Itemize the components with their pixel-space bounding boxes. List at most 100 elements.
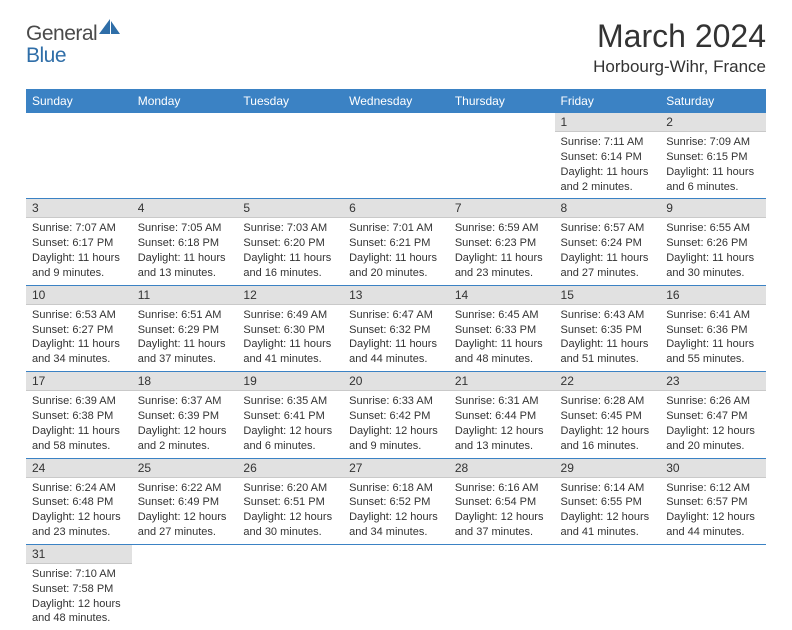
day-data: Sunrise: 6:35 AMSunset: 6:41 PMDaylight:… — [237, 391, 343, 457]
day-number: 19 — [237, 372, 343, 391]
calendar-cell: 23Sunrise: 6:26 AMSunset: 6:47 PMDayligh… — [660, 372, 766, 458]
day-number: 15 — [555, 286, 661, 305]
day-number: 14 — [449, 286, 555, 305]
calendar-cell: 22Sunrise: 6:28 AMSunset: 6:45 PMDayligh… — [555, 372, 661, 458]
day-header: Friday — [555, 89, 661, 113]
calendar-cell: 31Sunrise: 7:10 AMSunset: 7:58 PMDayligh… — [26, 544, 132, 630]
logo-text-blue: Blue — [26, 44, 66, 67]
calendar-cell — [26, 113, 132, 199]
day-header-row: SundayMondayTuesdayWednesdayThursdayFrid… — [26, 89, 766, 113]
day-number: 9 — [660, 199, 766, 218]
calendar-cell — [237, 113, 343, 199]
calendar-cell: 12Sunrise: 6:49 AMSunset: 6:30 PMDayligh… — [237, 285, 343, 371]
day-data: Sunrise: 7:11 AMSunset: 6:14 PMDaylight:… — [555, 132, 661, 198]
day-data: Sunrise: 6:53 AMSunset: 6:27 PMDaylight:… — [26, 305, 132, 371]
day-data: Sunrise: 6:55 AMSunset: 6:26 PMDaylight:… — [660, 218, 766, 284]
calendar-cell — [343, 113, 449, 199]
location: Horbourg-Wihr, France — [593, 57, 766, 77]
day-data: Sunrise: 7:01 AMSunset: 6:21 PMDaylight:… — [343, 218, 449, 284]
day-data: Sunrise: 7:05 AMSunset: 6:18 PMDaylight:… — [132, 218, 238, 284]
day-number: 23 — [660, 372, 766, 391]
calendar-cell — [555, 544, 661, 630]
day-data: Sunrise: 6:37 AMSunset: 6:39 PMDaylight:… — [132, 391, 238, 457]
calendar-cell: 2Sunrise: 7:09 AMSunset: 6:15 PMDaylight… — [660, 113, 766, 199]
day-number: 6 — [343, 199, 449, 218]
day-data: Sunrise: 6:24 AMSunset: 6:48 PMDaylight:… — [26, 478, 132, 544]
logo: General — [26, 22, 121, 46]
day-data: Sunrise: 6:57 AMSunset: 6:24 PMDaylight:… — [555, 218, 661, 284]
day-header: Tuesday — [237, 89, 343, 113]
calendar-cell: 7Sunrise: 6:59 AMSunset: 6:23 PMDaylight… — [449, 199, 555, 285]
calendar-cell — [237, 544, 343, 630]
calendar-cell — [343, 544, 449, 630]
day-data: Sunrise: 7:10 AMSunset: 7:58 PMDaylight:… — [26, 564, 132, 630]
day-number: 21 — [449, 372, 555, 391]
day-data: Sunrise: 6:26 AMSunset: 6:47 PMDaylight:… — [660, 391, 766, 457]
day-number: 25 — [132, 459, 238, 478]
day-number: 31 — [26, 545, 132, 564]
calendar-cell: 8Sunrise: 6:57 AMSunset: 6:24 PMDaylight… — [555, 199, 661, 285]
day-data: Sunrise: 7:03 AMSunset: 6:20 PMDaylight:… — [237, 218, 343, 284]
calendar-cell — [449, 113, 555, 199]
day-number: 3 — [26, 199, 132, 218]
calendar-row: 24Sunrise: 6:24 AMSunset: 6:48 PMDayligh… — [26, 458, 766, 544]
day-data: Sunrise: 6:20 AMSunset: 6:51 PMDaylight:… — [237, 478, 343, 544]
calendar-cell: 28Sunrise: 6:16 AMSunset: 6:54 PMDayligh… — [449, 458, 555, 544]
day-data: Sunrise: 6:33 AMSunset: 6:42 PMDaylight:… — [343, 391, 449, 457]
day-number: 4 — [132, 199, 238, 218]
calendar-cell: 14Sunrise: 6:45 AMSunset: 6:33 PMDayligh… — [449, 285, 555, 371]
calendar-cell: 19Sunrise: 6:35 AMSunset: 6:41 PMDayligh… — [237, 372, 343, 458]
day-number: 27 — [343, 459, 449, 478]
day-number: 30 — [660, 459, 766, 478]
day-number: 16 — [660, 286, 766, 305]
day-number: 11 — [132, 286, 238, 305]
day-data: Sunrise: 6:14 AMSunset: 6:55 PMDaylight:… — [555, 478, 661, 544]
day-data: Sunrise: 7:07 AMSunset: 6:17 PMDaylight:… — [26, 218, 132, 284]
day-number: 18 — [132, 372, 238, 391]
day-header: Thursday — [449, 89, 555, 113]
calendar-cell: 4Sunrise: 7:05 AMSunset: 6:18 PMDaylight… — [132, 199, 238, 285]
day-number: 10 — [26, 286, 132, 305]
day-number: 2 — [660, 113, 766, 132]
month-title: March 2024 — [593, 18, 766, 55]
calendar-cell — [132, 544, 238, 630]
calendar-cell: 24Sunrise: 6:24 AMSunset: 6:48 PMDayligh… — [26, 458, 132, 544]
day-number: 24 — [26, 459, 132, 478]
day-data: Sunrise: 6:31 AMSunset: 6:44 PMDaylight:… — [449, 391, 555, 457]
day-data: Sunrise: 6:45 AMSunset: 6:33 PMDaylight:… — [449, 305, 555, 371]
day-data: Sunrise: 6:59 AMSunset: 6:23 PMDaylight:… — [449, 218, 555, 284]
calendar-cell: 29Sunrise: 6:14 AMSunset: 6:55 PMDayligh… — [555, 458, 661, 544]
calendar-cell — [660, 544, 766, 630]
calendar-row: 17Sunrise: 6:39 AMSunset: 6:38 PMDayligh… — [26, 372, 766, 458]
logo-text-general: General — [26, 22, 97, 46]
calendar-cell: 3Sunrise: 7:07 AMSunset: 6:17 PMDaylight… — [26, 199, 132, 285]
day-number: 1 — [555, 113, 661, 132]
calendar-row: 31Sunrise: 7:10 AMSunset: 7:58 PMDayligh… — [26, 544, 766, 630]
calendar-cell: 5Sunrise: 7:03 AMSunset: 6:20 PMDaylight… — [237, 199, 343, 285]
day-header: Monday — [132, 89, 238, 113]
day-data: Sunrise: 7:09 AMSunset: 6:15 PMDaylight:… — [660, 132, 766, 198]
day-number: 8 — [555, 199, 661, 218]
calendar-cell: 9Sunrise: 6:55 AMSunset: 6:26 PMDaylight… — [660, 199, 766, 285]
day-number: 29 — [555, 459, 661, 478]
day-data: Sunrise: 6:43 AMSunset: 6:35 PMDaylight:… — [555, 305, 661, 371]
day-data: Sunrise: 6:41 AMSunset: 6:36 PMDaylight:… — [660, 305, 766, 371]
calendar-cell: 20Sunrise: 6:33 AMSunset: 6:42 PMDayligh… — [343, 372, 449, 458]
calendar-table: SundayMondayTuesdayWednesdayThursdayFrid… — [26, 89, 766, 630]
day-number: 28 — [449, 459, 555, 478]
day-number: 26 — [237, 459, 343, 478]
day-data: Sunrise: 6:18 AMSunset: 6:52 PMDaylight:… — [343, 478, 449, 544]
day-header: Wednesday — [343, 89, 449, 113]
day-data: Sunrise: 6:28 AMSunset: 6:45 PMDaylight:… — [555, 391, 661, 457]
day-data: Sunrise: 6:51 AMSunset: 6:29 PMDaylight:… — [132, 305, 238, 371]
day-data: Sunrise: 6:22 AMSunset: 6:49 PMDaylight:… — [132, 478, 238, 544]
day-data: Sunrise: 6:39 AMSunset: 6:38 PMDaylight:… — [26, 391, 132, 457]
calendar-row: 10Sunrise: 6:53 AMSunset: 6:27 PMDayligh… — [26, 285, 766, 371]
calendar-cell: 1Sunrise: 7:11 AMSunset: 6:14 PMDaylight… — [555, 113, 661, 199]
day-number: 17 — [26, 372, 132, 391]
calendar-cell: 10Sunrise: 6:53 AMSunset: 6:27 PMDayligh… — [26, 285, 132, 371]
day-number: 20 — [343, 372, 449, 391]
calendar-cell: 15Sunrise: 6:43 AMSunset: 6:35 PMDayligh… — [555, 285, 661, 371]
calendar-cell: 11Sunrise: 6:51 AMSunset: 6:29 PMDayligh… — [132, 285, 238, 371]
calendar-cell: 17Sunrise: 6:39 AMSunset: 6:38 PMDayligh… — [26, 372, 132, 458]
